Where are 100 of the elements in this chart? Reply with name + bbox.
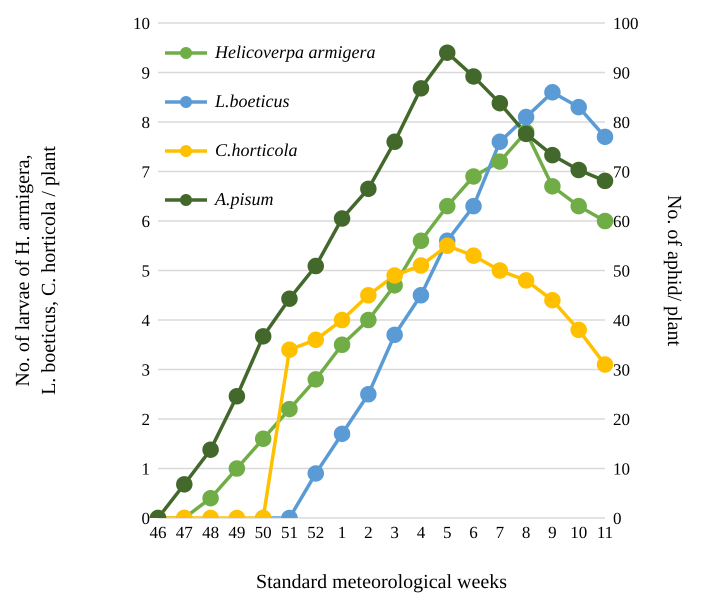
point xyxy=(386,267,403,284)
point xyxy=(596,212,614,230)
x-tick-label: 3 xyxy=(390,523,399,542)
point xyxy=(334,312,350,328)
x-tick-label: 5 xyxy=(442,523,452,542)
point xyxy=(281,341,298,358)
point xyxy=(438,44,456,61)
y-tick-label: 2 xyxy=(142,410,150,430)
point xyxy=(544,84,561,101)
y2-tick-label: 20 xyxy=(613,410,630,430)
point xyxy=(465,198,482,214)
x-tick-label: 1 xyxy=(338,523,346,542)
x-tick-label: 6 xyxy=(469,523,478,542)
point xyxy=(544,146,561,164)
x-tick-label: 10 xyxy=(570,523,588,542)
point xyxy=(492,262,508,279)
y-tick-label: 9 xyxy=(142,64,150,83)
y-tick-label: 4 xyxy=(142,311,150,330)
point xyxy=(254,430,272,448)
x-axis-title: Standard meteorological weeks xyxy=(256,571,508,593)
y-tick-label: 3 xyxy=(142,360,150,380)
point xyxy=(596,128,614,146)
point xyxy=(360,180,377,198)
point xyxy=(570,198,587,214)
point xyxy=(360,386,377,402)
point xyxy=(308,332,324,348)
y2-tick-label: 80 xyxy=(613,113,630,132)
y2-tick-label: 100 xyxy=(613,14,638,34)
point xyxy=(412,232,430,250)
point xyxy=(518,108,534,126)
point xyxy=(492,134,508,150)
y-axis-title: No. of larvae of H. armigera, L. boeticus, C. horticola / plant xyxy=(12,146,60,395)
point xyxy=(176,476,193,493)
point xyxy=(228,388,246,404)
point xyxy=(281,290,298,307)
x-tick-label: 49 xyxy=(228,523,246,542)
x-tick-label: 2 xyxy=(364,523,373,542)
y-tick-label: 6 xyxy=(142,212,150,232)
point xyxy=(465,68,482,85)
point xyxy=(596,356,614,373)
y2-tick-label: 40 xyxy=(613,311,630,330)
point xyxy=(570,162,587,178)
point xyxy=(386,326,403,344)
y2-tick-label: 60 xyxy=(613,212,630,232)
y-tick-label: 8 xyxy=(142,113,150,132)
y-tick-label: 7 xyxy=(142,162,150,182)
point xyxy=(254,328,272,345)
point xyxy=(544,292,561,308)
y2-tick-label: 50 xyxy=(613,262,630,281)
x-tick-label: 8 xyxy=(522,523,530,542)
x-tick-label: 4 xyxy=(416,523,426,542)
point xyxy=(570,98,587,116)
x-tick-label: 46 xyxy=(150,523,166,542)
point xyxy=(202,441,219,458)
y-tick-label: 5 xyxy=(142,262,150,281)
point xyxy=(570,322,587,338)
legend-label: Helicoverpa armigera xyxy=(215,42,376,63)
legend-label: A.pisum xyxy=(215,189,274,210)
point xyxy=(308,258,324,274)
point xyxy=(544,178,561,195)
x-tick-label: 48 xyxy=(202,523,220,542)
x-tick-label: 11 xyxy=(596,523,614,542)
x-tick-label: 9 xyxy=(548,523,557,542)
y-tick-label: 10 xyxy=(133,14,150,34)
y2-tick-label: 30 xyxy=(613,360,630,380)
y2-tick-label: 0 xyxy=(613,509,622,528)
y2-tick-label: 70 xyxy=(613,162,630,182)
y-tick-label: 0 xyxy=(142,509,150,528)
point xyxy=(465,168,482,185)
point xyxy=(492,153,508,170)
x-tick-label: 47 xyxy=(176,523,194,542)
legend-label: L.boeticus xyxy=(215,91,290,112)
point xyxy=(438,238,456,254)
y2-tick-label: 10 xyxy=(613,460,630,479)
point xyxy=(412,257,430,274)
point xyxy=(412,80,430,97)
point xyxy=(308,371,324,388)
point xyxy=(308,465,324,482)
point xyxy=(492,94,508,112)
point xyxy=(465,247,482,264)
x-tick-label: 51 xyxy=(280,523,298,542)
point xyxy=(360,287,377,304)
y-tick-label: 1 xyxy=(142,460,150,479)
legend-label: C.horticola xyxy=(215,140,298,161)
point xyxy=(334,210,350,227)
point xyxy=(386,134,403,150)
y2-tick-label: 90 xyxy=(613,64,630,83)
x-tick-label: 52 xyxy=(307,523,324,542)
point xyxy=(334,426,350,442)
y2-axis-title: No. of aphid/ plant xyxy=(662,194,685,346)
x-tick-label: 50 xyxy=(254,523,272,542)
point xyxy=(412,287,430,304)
point xyxy=(281,400,298,418)
point xyxy=(518,272,534,289)
point xyxy=(438,198,456,214)
point xyxy=(360,312,377,328)
point xyxy=(202,490,219,506)
point xyxy=(596,172,614,190)
point xyxy=(228,460,246,477)
point xyxy=(334,336,350,353)
